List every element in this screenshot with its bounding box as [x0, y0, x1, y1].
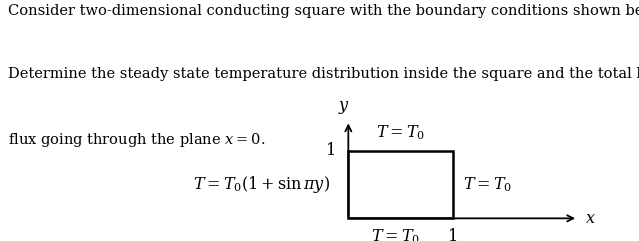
Bar	[348, 151, 453, 218]
Text: Consider two-dimensional conducting square with the boundary conditions shown be: Consider two-dimensional conducting squa…	[8, 4, 639, 18]
Text: Determine the steady state temperature distribution inside the square and the to: Determine the steady state temperature d…	[8, 67, 639, 81]
Text: $T=T_0$: $T=T_0$	[371, 228, 420, 241]
Text: $T=T_0$: $T=T_0$	[463, 175, 512, 194]
Text: 1: 1	[448, 228, 458, 241]
Text: $y$: $y$	[338, 99, 350, 116]
Text: 1: 1	[325, 142, 336, 159]
Text: $T=T_0\left(1+\sin\pi y\right)$: $T=T_0\left(1+\sin\pi y\right)$	[192, 174, 330, 195]
Text: $T=T_0$: $T=T_0$	[376, 123, 425, 142]
Text: flux going through the plane $x = 0$.: flux going through the plane $x = 0$.	[8, 131, 265, 149]
Text: $x$: $x$	[585, 210, 596, 227]
